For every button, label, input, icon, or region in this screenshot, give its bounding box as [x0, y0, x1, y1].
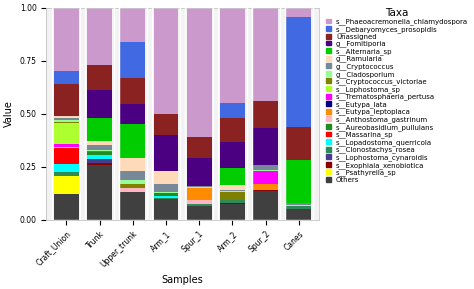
Bar [120, 104, 145, 124]
Bar [154, 198, 178, 199]
Bar [154, 192, 178, 193]
Bar [54, 71, 79, 84]
Legend: s__Phaeoacremonella_chlamydospora, s__Debaryomyces_prosopidis, Unassigned, g__Fo: s__Phaeoacremonella_chlamydospora, s__De… [325, 7, 469, 184]
Bar [253, 166, 278, 170]
Bar [253, 101, 278, 128]
Bar [220, 204, 245, 220]
Bar [54, 164, 79, 172]
Bar [286, 17, 311, 127]
Bar [220, 103, 245, 118]
Bar [120, 158, 145, 171]
Bar [286, 160, 311, 203]
Bar [120, 124, 145, 158]
Y-axis label: Value: Value [4, 100, 14, 127]
Bar [154, 8, 178, 114]
Bar [286, 209, 311, 220]
Bar [54, 176, 79, 194]
Bar [220, 192, 245, 201]
Bar [154, 114, 178, 135]
Bar [54, 8, 79, 71]
Bar [87, 152, 112, 155]
Bar [187, 201, 212, 204]
Bar [87, 145, 112, 150]
Bar [87, 150, 112, 151]
Bar [54, 144, 79, 147]
Bar [87, 90, 112, 118]
Bar [54, 120, 79, 122]
Bar [120, 188, 145, 192]
Bar [120, 42, 145, 77]
Bar [154, 193, 178, 196]
Bar [54, 148, 79, 164]
Bar [187, 187, 212, 188]
Bar [87, 159, 112, 163]
Bar [187, 206, 212, 220]
Bar [220, 118, 245, 142]
Bar [120, 77, 145, 104]
Bar [54, 172, 79, 176]
Bar [286, 203, 311, 205]
Bar [87, 151, 112, 152]
Bar [220, 168, 245, 185]
Bar [253, 170, 278, 171]
Bar [154, 135, 178, 171]
Bar [54, 147, 79, 148]
Bar [187, 137, 212, 158]
Bar [154, 184, 178, 192]
Bar [87, 163, 112, 166]
Bar [120, 192, 145, 220]
Bar [220, 203, 245, 204]
Bar [154, 199, 178, 220]
Bar [253, 184, 278, 190]
Bar [187, 186, 212, 187]
Bar [187, 8, 212, 137]
Bar [220, 191, 245, 192]
Bar [54, 116, 79, 118]
X-axis label: Samples: Samples [162, 275, 203, 285]
Bar [286, 206, 311, 209]
Bar [54, 118, 79, 120]
Bar [120, 180, 145, 184]
Bar [87, 155, 112, 159]
Bar [187, 204, 212, 206]
Bar [120, 184, 145, 188]
Bar [54, 123, 79, 144]
Bar [87, 8, 112, 65]
Bar [220, 190, 245, 191]
Bar [154, 196, 178, 198]
Bar [87, 141, 112, 145]
Bar [54, 194, 79, 220]
Bar [54, 84, 79, 116]
Bar [154, 171, 178, 184]
Bar [120, 171, 145, 180]
Bar [253, 190, 278, 191]
Bar [286, 205, 311, 206]
Bar [253, 128, 278, 166]
Bar [87, 65, 112, 90]
Bar [253, 191, 278, 220]
Bar [54, 122, 79, 123]
Bar [120, 8, 145, 42]
Bar [286, 127, 311, 160]
Bar [220, 8, 245, 103]
Bar [220, 142, 245, 168]
Bar [87, 118, 112, 141]
Bar [286, 8, 311, 17]
Bar [87, 166, 112, 220]
Bar [187, 158, 212, 186]
Bar [253, 171, 278, 184]
Bar [187, 188, 212, 201]
Bar [253, 8, 278, 101]
Bar [220, 201, 245, 203]
Bar [220, 185, 245, 190]
